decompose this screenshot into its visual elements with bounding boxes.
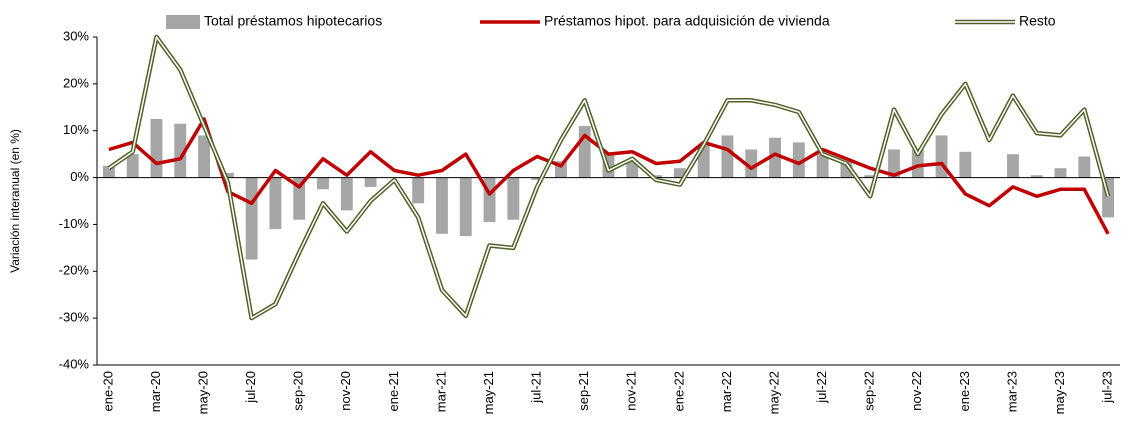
- x-tick-label: may-23: [1052, 371, 1067, 414]
- bar: [198, 135, 211, 178]
- y-tick-label: -20%: [59, 263, 90, 278]
- bar: [1030, 175, 1043, 178]
- bar: [174, 123, 187, 178]
- x-tick-label: mar-21: [433, 371, 448, 412]
- y-tick-label: 0%: [70, 169, 89, 184]
- bar: [959, 151, 972, 178]
- bar: [626, 161, 639, 178]
- x-tick-label: nov-22: [909, 371, 924, 411]
- x-tick-label: jul-21: [529, 371, 544, 404]
- bar: [721, 135, 734, 178]
- legend-swatch: [166, 15, 200, 29]
- x-tick-label: jul-23: [1100, 371, 1115, 404]
- bar: [1078, 156, 1091, 178]
- x-tick-label: may-20: [196, 371, 211, 414]
- x-tick-label: sep-20: [291, 371, 306, 411]
- y-axis-label: Variación interanual (en %): [8, 129, 22, 273]
- y-tick-label: -30%: [59, 310, 90, 325]
- bar: [507, 177, 520, 220]
- bar: [1054, 168, 1067, 178]
- bar: [911, 149, 924, 178]
- bar: [697, 144, 710, 178]
- bar: [221, 172, 234, 178]
- bar: [412, 177, 425, 204]
- x-tick-label: may-21: [481, 371, 496, 414]
- x-tick-label: mar-20: [148, 371, 163, 412]
- bar: [1006, 154, 1019, 178]
- bar: [745, 149, 758, 178]
- bar: [364, 177, 377, 187]
- y-tick-label: -10%: [59, 216, 90, 231]
- bar: [126, 154, 139, 178]
- bar: [769, 137, 781, 178]
- legend-label: Total préstamos hipotecarios: [204, 13, 382, 29]
- bar: [531, 177, 544, 180]
- x-tick-label: jul-20: [243, 371, 258, 404]
- bar: [102, 165, 115, 178]
- x-tick-label: mar-23: [1004, 371, 1019, 412]
- line: [108, 117, 1110, 235]
- bar: [483, 177, 496, 223]
- x-tick-label: sep-22: [862, 371, 877, 411]
- x-tick-label: jul-22: [814, 371, 829, 404]
- x-tick-label: ene-22: [671, 371, 686, 411]
- x-tick-label: ene-23: [957, 371, 972, 411]
- bar: [317, 177, 329, 190]
- bar: [269, 177, 282, 230]
- y-tick-label: 20%: [63, 75, 89, 90]
- y-tick-label: 10%: [63, 122, 89, 137]
- bar: [816, 154, 829, 178]
- bar: [1102, 177, 1115, 218]
- bar: [840, 161, 853, 178]
- y-tick-label: 30%: [63, 28, 89, 43]
- legend-label: Resto: [1019, 13, 1056, 29]
- bar: [935, 135, 948, 178]
- y-tick-label: -40%: [59, 356, 90, 371]
- x-tick-label: nov-21: [624, 371, 639, 411]
- x-tick-label: sep-21: [576, 371, 591, 411]
- legend-label: Préstamos hipot. para adquisición de viv…: [544, 13, 830, 29]
- bar: [792, 142, 805, 178]
- x-tick-label: nov-20: [338, 371, 353, 411]
- bar: [459, 177, 472, 237]
- x-tick-label: ene-20: [100, 371, 115, 411]
- x-tick-label: ene-21: [386, 371, 401, 411]
- bar: [150, 119, 163, 178]
- bar: [245, 177, 258, 260]
- x-tick-label: may-22: [766, 371, 781, 414]
- x-tick-label: mar-22: [719, 371, 734, 412]
- bar: [650, 175, 663, 178]
- bar: [578, 126, 591, 178]
- bar: [340, 177, 353, 211]
- bar: [673, 168, 686, 178]
- bar: [436, 177, 448, 234]
- bar: [293, 177, 306, 220]
- bar: [888, 149, 900, 178]
- bar: [554, 161, 567, 178]
- line-inner: [108, 36, 1109, 319]
- bar: [864, 175, 877, 178]
